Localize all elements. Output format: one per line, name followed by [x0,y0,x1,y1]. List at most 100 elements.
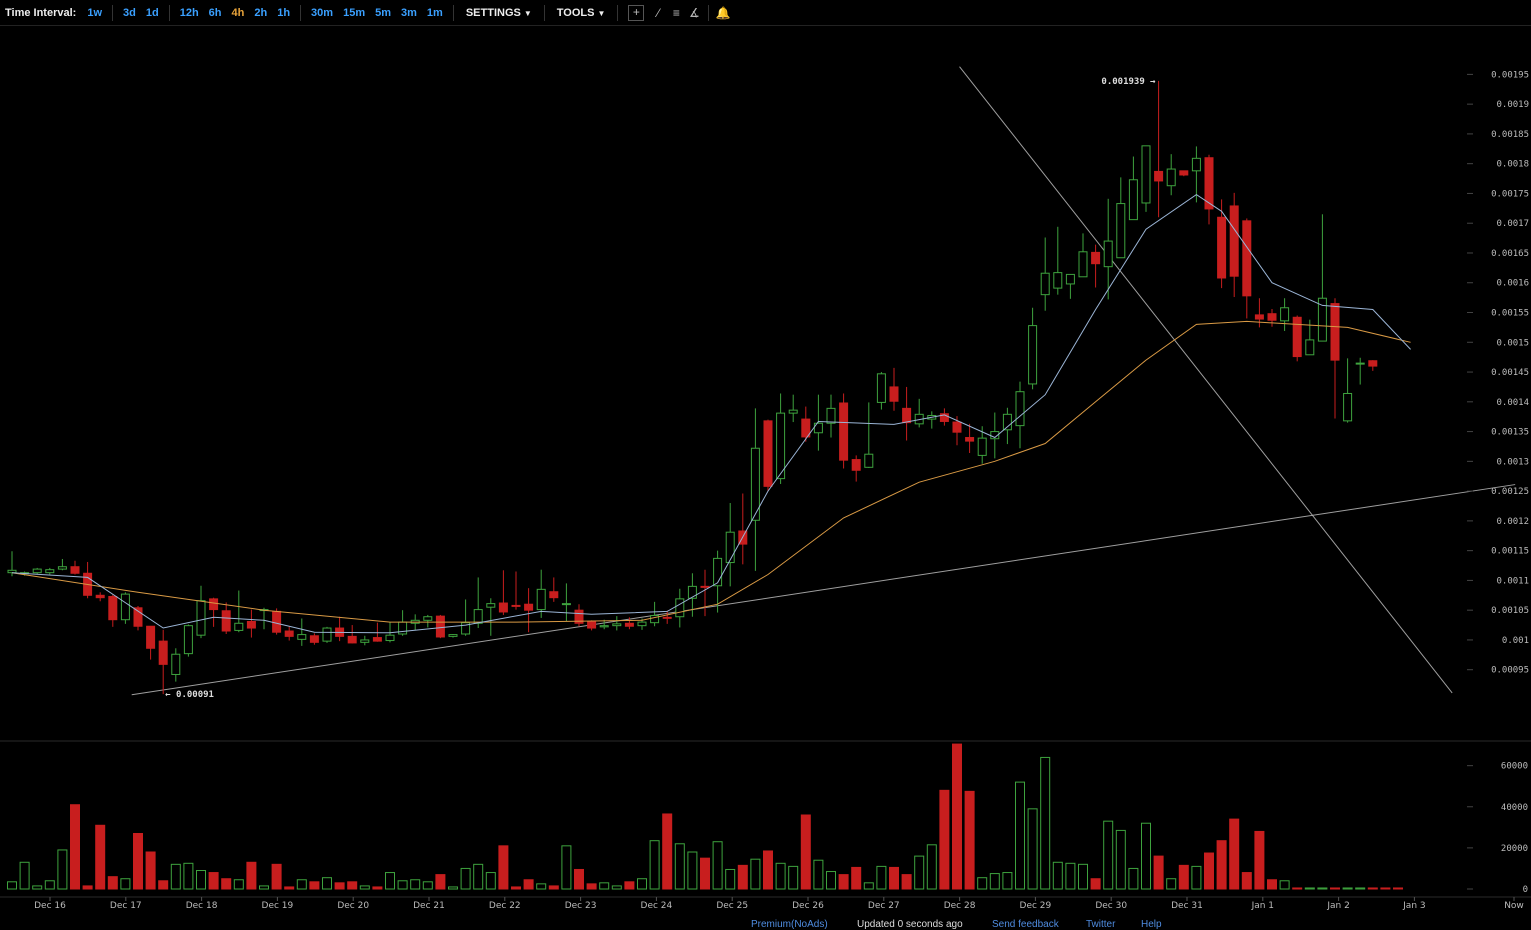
candlestick [1141,145,1151,212]
interval-1d[interactable]: 1d [145,6,159,19]
volume-bar [649,840,660,890]
candle-body [1078,251,1088,278]
candle-body [511,604,521,607]
candle-body [839,402,849,461]
interval-30m[interactable]: 30m [311,6,334,19]
bell-icon[interactable]: 🔔 [715,5,731,20]
volume-bar [473,863,484,890]
y-tick-label: 0.00175 [1491,189,1529,199]
candlestick [1065,273,1075,299]
high-price-label: 0.001939 → [1101,77,1156,87]
candlestick [1040,237,1050,311]
candle-body [448,634,458,637]
candle-body [221,610,231,632]
volume-bar [674,843,685,890]
price-chart[interactable]: 0.001939 → ← 0.00091 0.00195 0.0019 0.00185… [0,26,1531,912]
candlestick [889,367,899,411]
volume-bar [737,864,748,890]
chevron-down-icon: ▼ [597,8,606,18]
candlestick [1078,233,1088,278]
candlestick [1103,198,1113,300]
candle-body [851,459,861,471]
tools-menu[interactable]: TOOLS ▼ [550,7,613,19]
volume-bar [259,885,269,890]
candle-body [473,609,483,624]
volume-bar [637,878,647,890]
candle-body [725,531,735,564]
volume-bar [347,881,358,890]
candlestick [977,426,987,464]
horizontal-lines-icon[interactable]: ≡ [672,5,680,20]
interval-3d[interactable]: 3d [123,6,136,19]
candlestick [70,560,80,575]
candle-body [952,421,962,433]
y-tick-label: 0.00135 [1491,428,1529,438]
volume-bar [662,813,673,890]
candlestick [839,393,849,469]
interval-3m[interactable]: 3m [401,6,417,19]
volume-bar [1103,820,1114,890]
interval-4h[interactable]: 4h [231,6,245,19]
interval-1w[interactable]: 1w [87,6,103,19]
crosshair-icon[interactable]: + [628,4,645,21]
interval-2h[interactable]: 2h [254,6,268,19]
settings-menu[interactable]: SETTINGS ▼ [459,7,539,19]
interval-12h[interactable]: 12h [179,6,199,19]
candle-body [624,622,634,627]
candlestick [120,592,130,624]
x-tick-label: Dec 24 [641,901,673,911]
x-tick-label: Dec 25 [716,901,748,911]
candlestick [309,633,319,645]
y-tick-label: 0.0012 [1496,517,1529,527]
volume-bar [158,880,169,890]
candle-body [234,622,244,631]
trendlines [131,66,1516,696]
interval-5m[interactable]: 5m [375,6,392,19]
candlestick [1229,192,1239,298]
candle-body [650,615,660,624]
candle-body [57,566,67,570]
volume-bar [763,850,773,890]
candlestick [965,423,975,454]
volume-bar [813,859,824,890]
candlestick [1204,154,1214,225]
volume-bar [1367,887,1378,890]
candle-body [750,447,760,521]
volume-bar [359,885,370,890]
premium-link[interactable]: Premium(NoAds) [751,919,828,930]
candle-body [1128,179,1138,221]
interval-15m[interactable]: 15m [343,6,366,19]
toolbar-divider [543,4,545,21]
candle-body [1280,307,1290,322]
candlestick [1330,298,1340,419]
x-tick-label: Dec 29 [1020,901,1052,911]
volume-bar [851,866,862,890]
y-tick-label: 0.0015 [1496,338,1529,348]
candle-body [70,566,80,574]
send-feedback-link[interactable]: Send feedback [992,919,1059,930]
y-tick-label: 0.0013 [1496,457,1529,467]
y-tick-label: 0.0014 [1496,398,1529,408]
candle-body [801,418,811,438]
candle-body [1267,313,1277,321]
volume-bar [44,880,55,890]
y-tick-label: 0.0019 [1496,100,1529,110]
candlestick [1179,170,1189,177]
candle-body [297,634,307,640]
twitter-link[interactable]: Twitter [1086,919,1116,930]
volume-bar [876,865,887,890]
help-link[interactable]: Help [1141,919,1162,930]
fan-tool-icon[interactable]: ∡ [689,5,700,20]
line-tool-icon[interactable]: ⁄ [657,5,660,20]
candle-body [45,569,55,574]
candle-body [1368,360,1378,367]
volume-bar [1166,878,1177,890]
candlestick [700,569,710,617]
candlestick [32,567,42,575]
interval-1h[interactable]: 1h [277,6,291,19]
candle-body [1053,272,1063,289]
interval-1m[interactable]: 1m [426,6,443,19]
candlestick [776,393,786,484]
candlestick [297,618,307,646]
interval-6h[interactable]: 6h [208,6,222,19]
